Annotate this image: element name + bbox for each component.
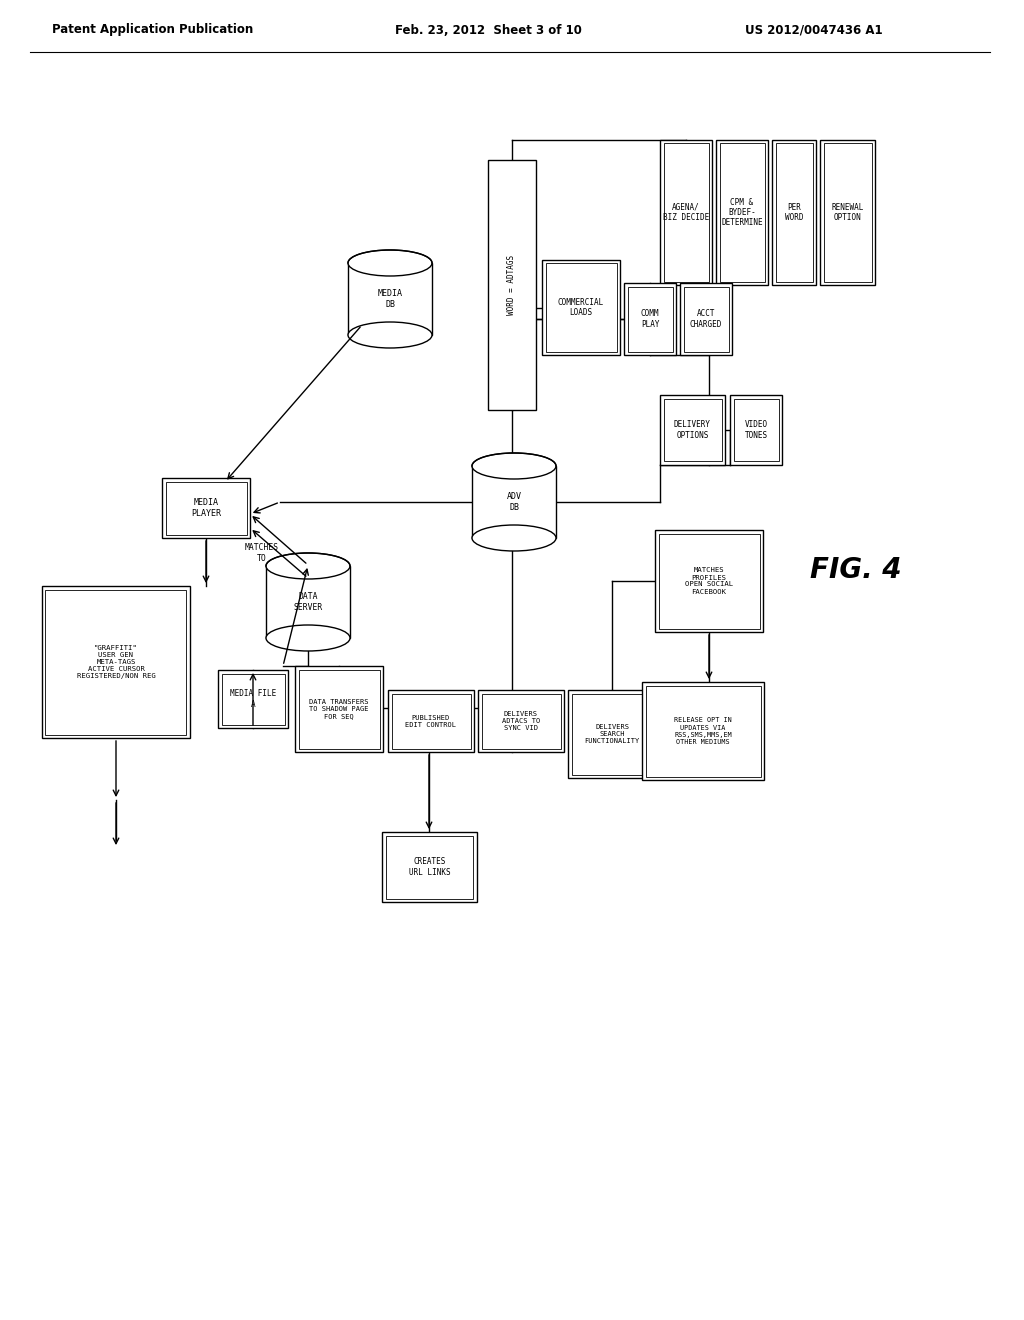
Text: FIG. 4: FIG. 4 — [810, 556, 901, 583]
Text: AGENA/
BIZ DECIDE: AGENA/ BIZ DECIDE — [663, 203, 710, 222]
Text: CPM &
BYDEF-
DETERMINE: CPM & BYDEF- DETERMINE — [721, 198, 763, 227]
Bar — [733, 399, 778, 462]
Text: MATCHES
PROFILES
OPEN SOCIAL
FACEBOOK: MATCHES PROFILES OPEN SOCIAL FACEBOOK — [685, 568, 733, 594]
Bar — [266, 566, 350, 638]
Bar — [348, 263, 432, 335]
Text: DATA
SERVER: DATA SERVER — [293, 593, 323, 611]
Bar — [655, 531, 763, 632]
Bar — [571, 693, 652, 775]
Bar — [730, 395, 782, 465]
Ellipse shape — [266, 624, 350, 651]
Bar — [388, 690, 474, 752]
Text: RELEASE OPT IN
UPDATES VIA
RSS,SMS,MMS,EM
OTHER MEDIUMS: RELEASE OPT IN UPDATES VIA RSS,SMS,MMS,E… — [674, 718, 732, 744]
Text: ACCT
CHARGED: ACCT CHARGED — [690, 309, 722, 329]
Text: WORD = ADTAGS: WORD = ADTAGS — [508, 255, 516, 315]
Bar — [546, 264, 616, 351]
Text: MEDIA
DB: MEDIA DB — [378, 289, 402, 309]
Bar — [820, 140, 874, 285]
Bar — [221, 673, 285, 725]
Text: PUBLISHED
EDIT CONTROL: PUBLISHED EDIT CONTROL — [406, 714, 457, 727]
Text: MEDIA
PLAYER: MEDIA PLAYER — [191, 498, 221, 517]
Bar — [42, 586, 190, 738]
Bar — [624, 282, 676, 355]
Bar — [295, 667, 383, 752]
Bar — [628, 286, 673, 351]
Text: "GRAFFITI"
USER GEN
META-TAGS
ACTIVE CURSOR
REGISTERED/NON REG: "GRAFFITI" USER GEN META-TAGS ACTIVE CUR… — [77, 645, 156, 678]
Bar — [823, 144, 871, 281]
Ellipse shape — [348, 249, 432, 276]
Bar — [683, 286, 728, 351]
Text: COMMERCIAL
LOADS: COMMERCIAL LOADS — [558, 298, 604, 317]
Text: Patent Application Publication: Patent Application Publication — [52, 24, 253, 37]
Bar — [488, 160, 536, 411]
Text: ADV
DB: ADV DB — [507, 492, 521, 512]
Bar — [642, 682, 764, 780]
Text: US 2012/0047436 A1: US 2012/0047436 A1 — [745, 24, 883, 37]
Text: MEDIA FILE
A: MEDIA FILE A — [229, 689, 276, 709]
Text: CREATES
URL LINKS: CREATES URL LINKS — [409, 857, 451, 876]
Text: DELIVERS
SEARCH
FUNCTIONALITY: DELIVERS SEARCH FUNCTIONALITY — [585, 723, 640, 744]
Bar — [775, 144, 812, 281]
Bar — [772, 140, 816, 285]
Bar — [45, 590, 186, 734]
Ellipse shape — [472, 453, 556, 479]
Bar — [218, 671, 288, 729]
Text: COMM
PLAY: COMM PLAY — [641, 309, 659, 329]
Bar — [680, 282, 732, 355]
Bar — [299, 669, 380, 748]
Bar — [166, 482, 247, 535]
Text: DATA TRANSFERS
TO SHADOW PAGE
FOR SEQ: DATA TRANSFERS TO SHADOW PAGE FOR SEQ — [309, 700, 369, 719]
Bar — [568, 690, 656, 777]
Bar — [658, 533, 760, 628]
Bar — [385, 836, 473, 899]
Bar — [664, 399, 722, 462]
Bar — [720, 144, 765, 281]
Text: PER
WORD: PER WORD — [784, 203, 803, 222]
Bar — [478, 690, 564, 752]
Text: DELIVERS
ADTACS TO
SYNC VID: DELIVERS ADTACS TO SYNC VID — [502, 711, 540, 731]
Bar — [481, 693, 560, 748]
Text: Feb. 23, 2012  Sheet 3 of 10: Feb. 23, 2012 Sheet 3 of 10 — [395, 24, 582, 37]
Bar — [382, 832, 477, 902]
Text: MATCHES
TO: MATCHES TO — [245, 544, 280, 562]
Text: VIDEO
TONES: VIDEO TONES — [744, 420, 768, 440]
Ellipse shape — [348, 322, 432, 348]
Bar — [542, 260, 620, 355]
Bar — [664, 144, 709, 281]
Bar — [716, 140, 768, 285]
Text: RENEWAL
OPTION: RENEWAL OPTION — [831, 203, 863, 222]
Text: DELIVERY
OPTIONS: DELIVERY OPTIONS — [674, 420, 711, 440]
Bar — [660, 140, 712, 285]
Bar — [162, 478, 250, 539]
Ellipse shape — [472, 525, 556, 550]
Ellipse shape — [266, 553, 350, 579]
Bar — [391, 693, 470, 748]
Bar — [660, 395, 725, 465]
Bar — [645, 685, 761, 776]
Bar — [472, 466, 556, 539]
